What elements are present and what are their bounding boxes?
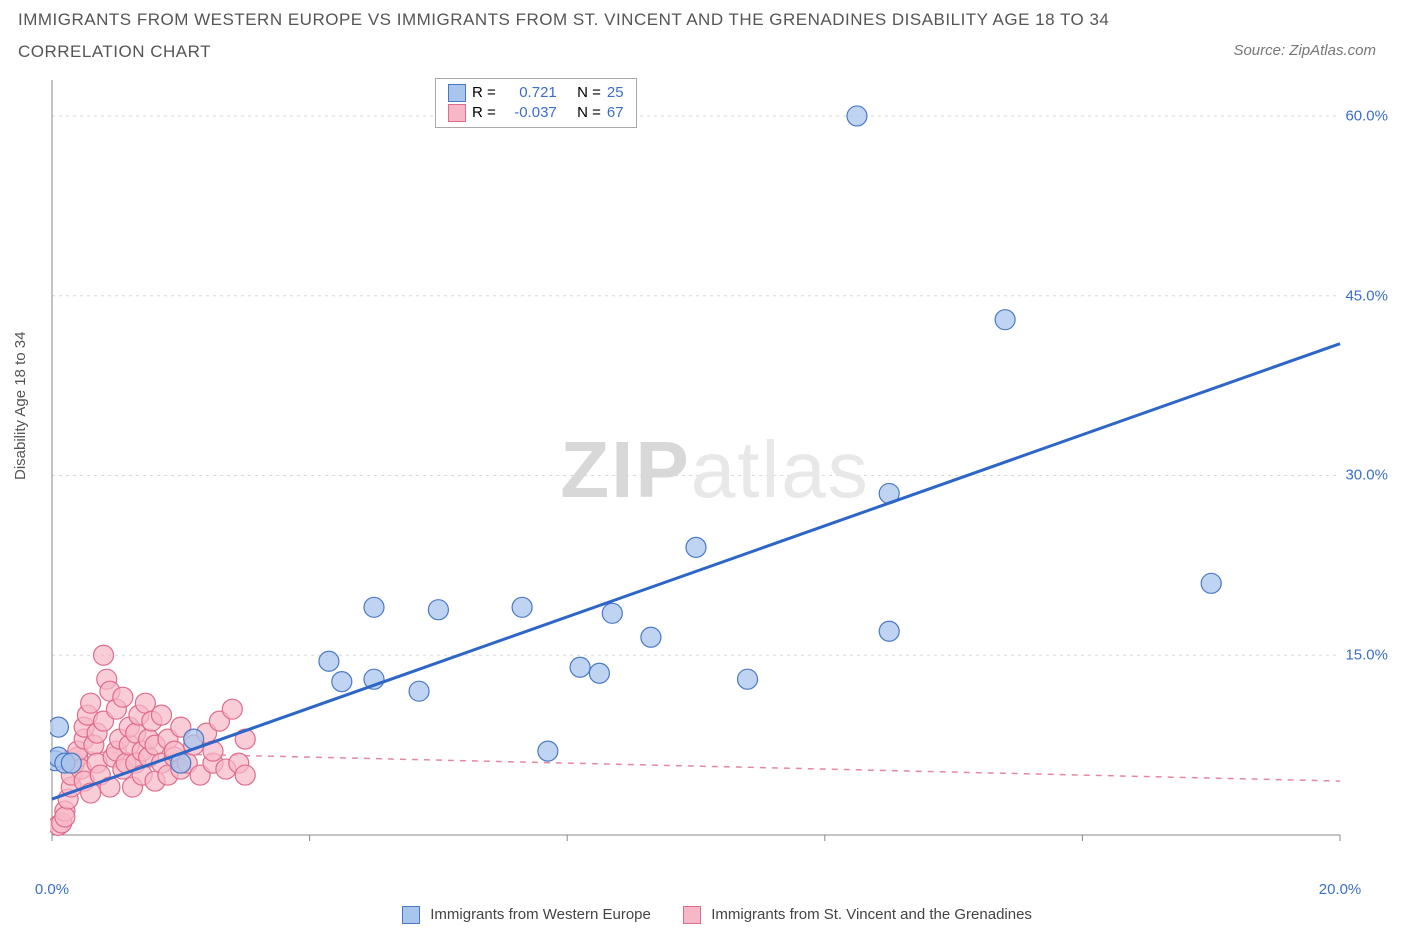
x-tick-label: 20.0% — [1319, 881, 1362, 898]
y-tick-label: 15.0% — [1345, 647, 1388, 664]
chart-area: ZIPatlas — [50, 75, 1380, 865]
y-axis-label: Disability Age 18 to 34 — [12, 332, 29, 480]
n-value-1: 25 — [607, 83, 624, 103]
swatch-series1 — [448, 84, 466, 102]
y-tick-label: 45.0% — [1345, 287, 1388, 304]
r-label-2: R = — [472, 103, 496, 123]
legend-row-1: R = 0.721 N = 25 — [448, 83, 624, 103]
r-value-2: -0.037 — [502, 103, 557, 123]
n-label-2: N = — [577, 103, 601, 123]
chart-subtitle: CORRELATION CHART — [18, 42, 211, 62]
legend-label-2: Immigrants from St. Vincent and the Gren… — [711, 906, 1032, 923]
y-tick-label: 30.0% — [1345, 467, 1388, 484]
legend-label-1: Immigrants from Western Europe — [430, 906, 651, 923]
legend-row-2: R = -0.037 N = 67 — [448, 103, 624, 123]
x-tick-label: 0.0% — [35, 881, 69, 898]
source-attribution: Source: ZipAtlas.com — [1233, 42, 1376, 59]
r-label-1: R = — [472, 83, 496, 103]
swatch-bottom-2 — [683, 906, 701, 924]
n-label-1: N = — [577, 83, 601, 103]
scatter-chart — [50, 75, 1380, 865]
correlation-legend: R = 0.721 N = 25 R = -0.037 N = 67 — [435, 78, 637, 128]
y-tick-label: 60.0% — [1345, 107, 1388, 124]
swatch-bottom-1 — [402, 906, 420, 924]
chart-title: IMMIGRANTS FROM WESTERN EUROPE VS IMMIGR… — [18, 10, 1109, 30]
n-value-2: 67 — [607, 103, 624, 123]
r-value-1: 0.721 — [502, 83, 557, 103]
series-legend: Immigrants from Western Europe Immigrant… — [0, 906, 1406, 924]
swatch-series2 — [448, 104, 466, 122]
